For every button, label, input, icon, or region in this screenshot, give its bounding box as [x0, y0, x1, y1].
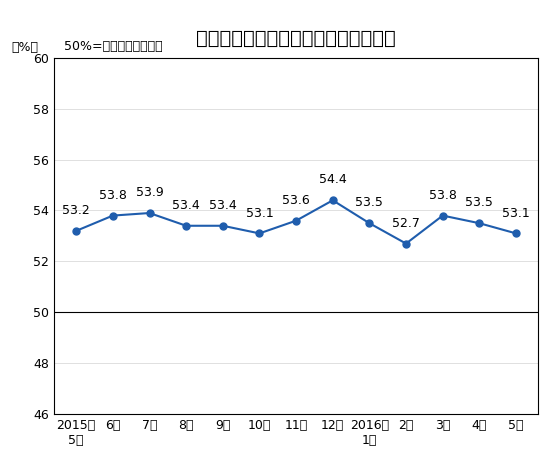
- Text: 53.2: 53.2: [62, 204, 90, 217]
- Text: 53.1: 53.1: [502, 207, 530, 219]
- Text: 53.9: 53.9: [135, 186, 163, 199]
- Text: 50%=与上月比较无变化: 50%=与上月比较无变化: [64, 40, 163, 53]
- Text: 53.8: 53.8: [429, 188, 457, 202]
- Y-axis label: （%）: （%）: [12, 41, 39, 54]
- Title: 非制造业商务活动指数（经季节调整）: 非制造业商务活动指数（经季节调整）: [196, 29, 396, 48]
- Text: 54.4: 54.4: [319, 173, 347, 186]
- Text: 53.5: 53.5: [356, 196, 383, 209]
- Text: 53.8: 53.8: [99, 188, 127, 202]
- Text: 53.5: 53.5: [466, 196, 493, 209]
- Text: 52.7: 52.7: [392, 217, 420, 230]
- Text: 53.4: 53.4: [209, 199, 237, 212]
- Text: 53.1: 53.1: [246, 207, 273, 219]
- Text: 53.6: 53.6: [282, 194, 310, 207]
- Text: 53.4: 53.4: [173, 199, 200, 212]
